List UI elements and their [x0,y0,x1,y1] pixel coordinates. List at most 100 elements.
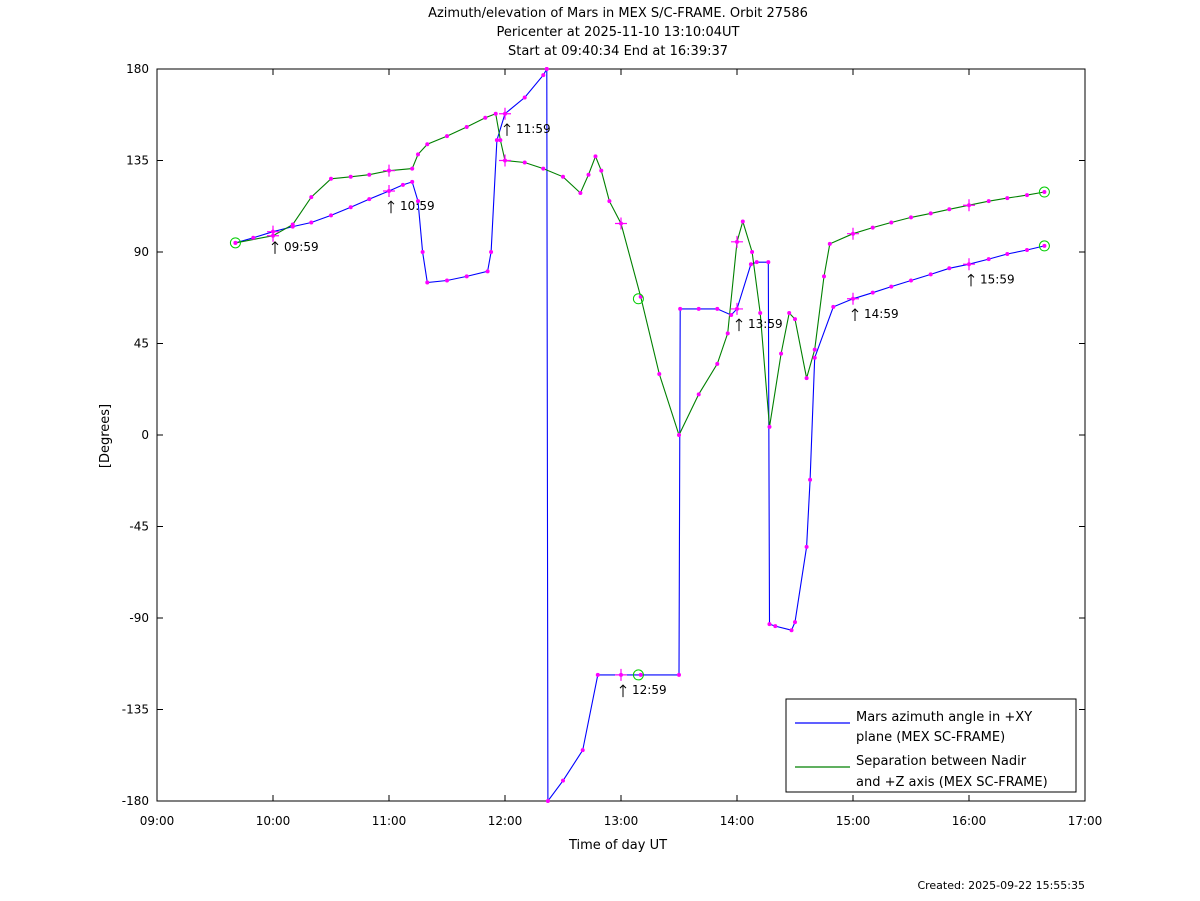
data-point-separation [715,361,720,366]
data-point-azimuth [889,284,894,289]
data-point-azimuth [494,138,499,143]
data-point-azimuth [1005,252,1010,257]
data-point-azimuth [485,269,490,274]
x-tick-label: 15:00 [836,814,871,828]
data-point-separation [638,294,643,299]
data-point-separation [767,424,772,429]
data-point-azimuth [410,179,415,184]
data-point-separation [750,250,755,254]
data-point-separation [425,142,430,147]
data-point-azimuth [678,306,683,311]
data-point-separation [367,172,372,177]
data-point-separation [416,152,420,157]
hour-marker [615,668,627,681]
data-point-separation [657,372,662,376]
data-point-azimuth [541,73,546,78]
legend-label-azimuth-1: Mars azimuth angle in +XY [856,710,1032,725]
title-line-1: Azimuth/elevation of Mars in MEX S/C-FRA… [428,6,808,21]
time-annotation-arrow [735,318,743,332]
data-point-azimuth [986,257,991,262]
data-point-separation [677,433,681,437]
data-point-separation [410,166,415,171]
data-point-azimuth [812,355,817,360]
data-point-azimuth [696,306,701,311]
endpoint-circle-marker [632,669,644,681]
hour-marker [499,107,511,120]
time-annotation-label: 10:59 [400,199,435,213]
data-point-azimuth [831,304,836,309]
data-point-separation [329,176,333,181]
data-point-azimuth [522,95,527,100]
data-point-azimuth [947,266,952,271]
chart-title: Azimuth/elevation of Mars in MEX S/C-FRA… [428,6,808,59]
data-point-separation [827,241,832,246]
time-annotation-label: 11:59 [516,122,551,136]
y-tick-label: 45 [134,337,149,351]
time-annotation-arrow [503,123,511,136]
time-annotation-arrow [851,308,859,321]
legend-label-azimuth-2: plane (MEX SC-FRAME) [856,730,1005,745]
y-tick-label: -45 [129,520,149,534]
data-point-separation [793,317,797,322]
data-point-azimuth [420,250,425,254]
endpoint-circle-marker [229,237,241,249]
data-point-separation [822,274,826,279]
x-tick-label: 10:00 [256,814,291,828]
data-point-separation [586,172,591,177]
marker-layer [229,67,1050,803]
data-point-separation [986,199,991,204]
hour-marker [731,235,743,248]
data-point-azimuth [767,622,772,627]
hour-marker [383,185,395,197]
y-tick-label: -135 [122,703,149,717]
plot-border [156,68,1086,802]
legend-label-separation-1: Separation between Nadir [856,754,1027,769]
title-line-2: Pericenter at 2025-11-10 13:10:04UT [496,25,739,40]
data-point-azimuth [909,278,913,283]
data-point-separation [309,195,314,200]
y-tick-label: -180 [122,794,149,808]
data-point-azimuth [251,235,256,240]
hour-marker [963,258,975,271]
time-annotation-label: 12:59 [632,683,667,697]
data-point-azimuth [677,672,681,677]
x-axis-label: Time of day UT [568,838,667,853]
y-axis-label: [Degrees] [98,404,113,468]
series-line-separation [235,112,1045,437]
x-tick-label: 11:00 [372,814,407,828]
y-tick-label: 135 [126,154,149,168]
data-point-separation [464,124,469,129]
data-point-separation [804,376,809,381]
data-point-separation [233,240,238,245]
time-annotation-arrow [387,200,395,214]
data-point-azimuth [367,197,372,202]
created-timestamp: Created: 2025-09-22 15:55:35 [917,879,1085,892]
data-point-separation [909,215,913,220]
data-point-separation [599,168,604,173]
y-tick-label: 90 [134,245,149,259]
hour-marker [963,199,975,212]
legend-box [785,698,1077,793]
time-annotation-label: 14:59 [864,307,899,321]
series-line-azimuth [235,68,548,284]
hour-marker [383,164,395,177]
title-line-3: Start at 09:40:34 End at 16:39:37 [508,44,728,59]
data-point-separation [889,220,894,225]
data-point-azimuth [793,620,797,625]
time-annotation-label: 15:59 [980,272,1015,286]
hour-marker [615,217,627,230]
data-point-separation [493,111,498,116]
data-point-azimuth [773,624,778,629]
data-point-azimuth [748,262,753,267]
hour-marker [267,229,279,242]
data-point-azimuth [766,260,771,265]
data-point-azimuth [928,272,933,277]
data-point-azimuth [489,250,494,254]
data-point-separation [483,115,488,120]
endpoint-circle-marker [1038,186,1050,198]
data-point-separation [593,154,598,159]
data-point-azimuth [638,672,643,677]
y-tick-label: 0 [141,428,149,442]
data-point-azimuth [715,306,720,311]
endpoint-circle-marker [1038,240,1050,252]
